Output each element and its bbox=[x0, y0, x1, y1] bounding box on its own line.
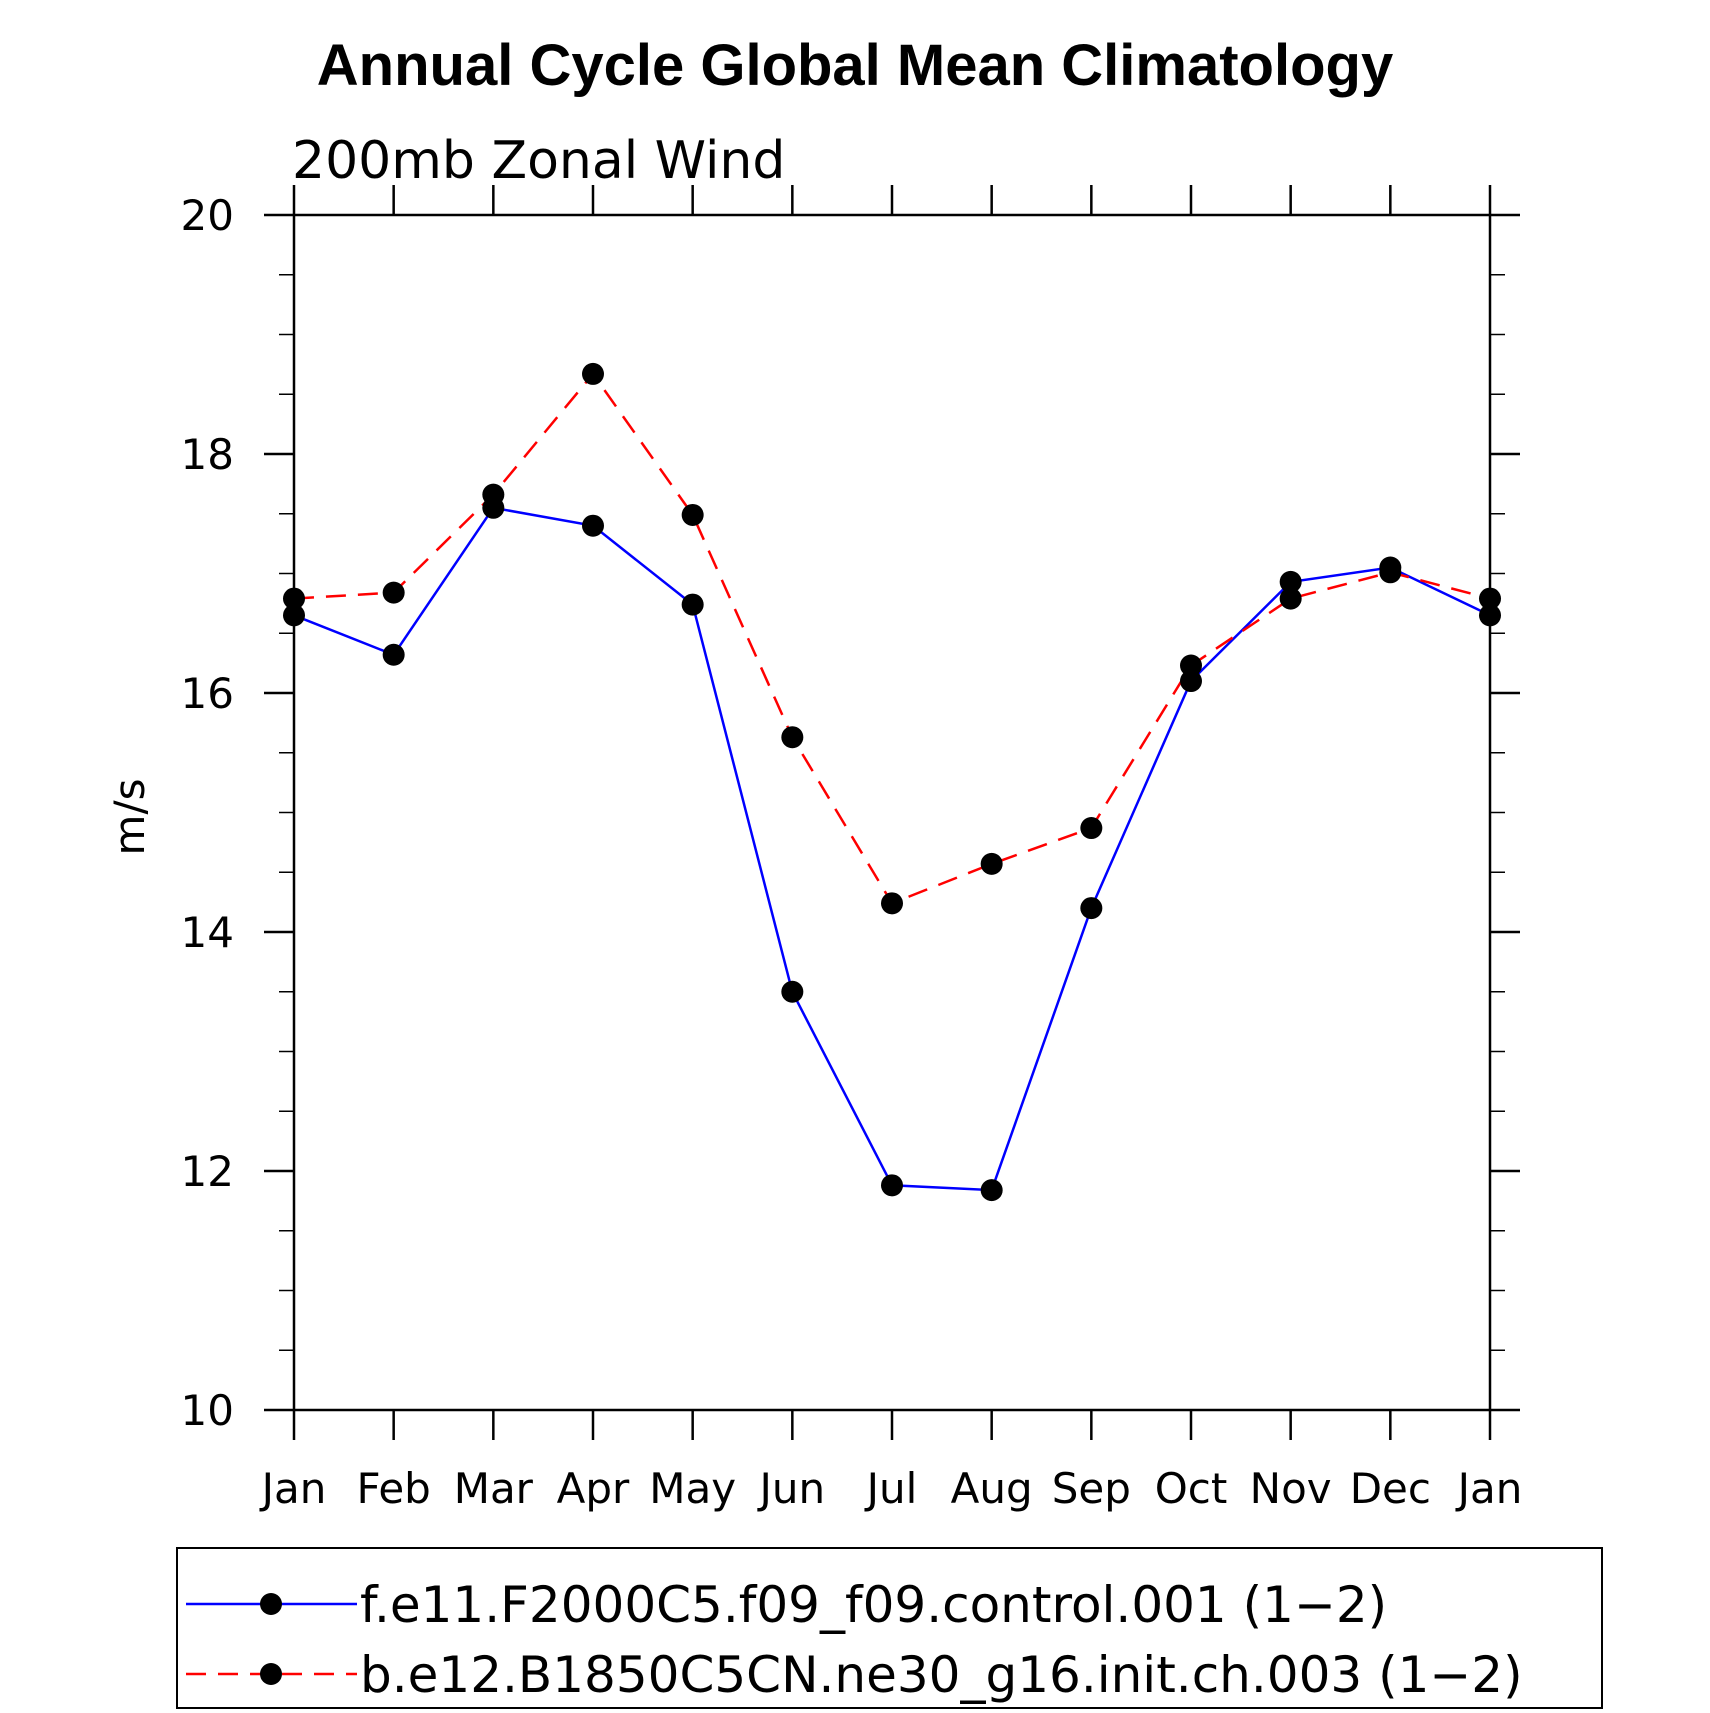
series-2-line bbox=[293, 371, 1491, 905]
x-tick-label-9: Oct bbox=[1155, 1464, 1228, 1513]
x-tick-label-12: Jan bbox=[1455, 1464, 1523, 1513]
x-tick-label-5: Jun bbox=[757, 1464, 826, 1513]
series-1-point-5 bbox=[781, 980, 804, 1003]
x-tick-label-10: Nov bbox=[1250, 1464, 1332, 1513]
y-tick-label-2: 14 bbox=[181, 908, 234, 957]
series-2-point-2 bbox=[482, 483, 505, 506]
legend-box bbox=[176, 1547, 1603, 1709]
legend-label-1: f.e11.F2000C5.f09_f09.control.001 (1−2) bbox=[360, 1576, 1387, 1634]
series-2-point-11 bbox=[1379, 561, 1402, 584]
series-1-point-9 bbox=[1180, 670, 1202, 693]
chart-subtitle: 200mb Zonal Wind bbox=[292, 131, 785, 191]
x-tick-label-6: Jul bbox=[864, 1464, 918, 1513]
y-tick-label-5: 20 bbox=[181, 191, 234, 240]
legend-marker-1 bbox=[260, 1593, 282, 1615]
x-tick-label-3: Apr bbox=[557, 1464, 630, 1513]
series-1-point-7 bbox=[980, 1179, 1003, 1202]
legend-marker-2 bbox=[260, 1663, 282, 1685]
series-1-point-3 bbox=[582, 514, 604, 537]
series-2-point-7 bbox=[980, 852, 1003, 875]
series-2-point-12 bbox=[1479, 587, 1501, 610]
series-1-point-10 bbox=[1279, 570, 1302, 593]
series-1-point-6 bbox=[881, 1174, 903, 1197]
y-axis-label: m/s bbox=[105, 779, 154, 856]
axes: 10 12 14 16 18 20 Jan Feb Mar Apr May Jun Jul Aug Sep O… bbox=[181, 185, 1523, 1513]
legend: f.e11.F2000C5.f09_f09.control.001 (1−2) b… bbox=[176, 1547, 1603, 1709]
series-2-point-5 bbox=[781, 726, 804, 749]
series-layer bbox=[283, 362, 1501, 1202]
legend-label-2: b.e12.B1850C5CN.ne30_g16.init.ch.003 (1−… bbox=[360, 1646, 1523, 1704]
series-2-point-1 bbox=[382, 581, 405, 604]
series-2-point-8 bbox=[1080, 817, 1103, 840]
y-tick-label-0: 10 bbox=[181, 1386, 234, 1435]
x-tick-label-1: Feb bbox=[356, 1464, 430, 1513]
y-tick-label-4: 18 bbox=[181, 430, 234, 479]
x-tick-label-0: Jan bbox=[259, 1464, 327, 1513]
series-1-point-12 bbox=[1479, 604, 1501, 627]
x-tick-label-4: May bbox=[649, 1464, 736, 1513]
x-tick-label-2: Mar bbox=[454, 1464, 534, 1513]
series-2-point-0 bbox=[283, 587, 305, 610]
series-1-line bbox=[293, 506, 1491, 1192]
x-tick-label-11: Dec bbox=[1350, 1464, 1431, 1513]
y-tick-label-3: 16 bbox=[181, 669, 234, 718]
series-2-point-3 bbox=[582, 362, 604, 385]
series-1-point-1 bbox=[382, 643, 405, 666]
series-1-point-8 bbox=[1080, 897, 1103, 920]
series-2-point-6 bbox=[881, 892, 903, 915]
series-2-point-4 bbox=[681, 503, 704, 526]
chart-title: Annual Cycle Global Mean Climatology bbox=[317, 33, 1393, 98]
plot-frame bbox=[292, 213, 1492, 1412]
y-tick-label-1: 12 bbox=[181, 1147, 234, 1196]
series-2-point-9 bbox=[1180, 654, 1202, 677]
x-tick-label-8: Sep bbox=[1052, 1464, 1131, 1513]
series-1-point-4 bbox=[681, 593, 704, 616]
series-2-point-10 bbox=[1279, 587, 1302, 610]
x-tick-label-7: Aug bbox=[951, 1464, 1033, 1513]
series-1-point-0 bbox=[283, 604, 305, 627]
